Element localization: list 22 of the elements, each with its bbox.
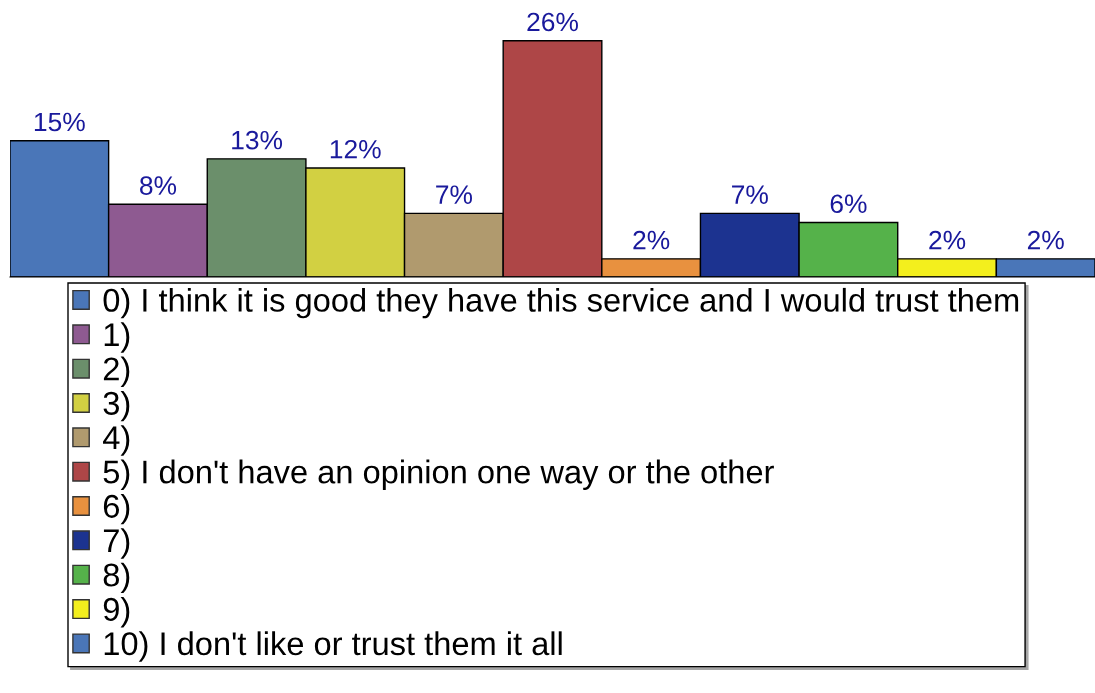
data-label: 8%: [140, 176, 177, 195]
legend-label: 2): [103, 356, 130, 387]
legend-label: 7): [103, 528, 130, 559]
legend-label: 1): [104, 322, 130, 353]
legend-label: 4): [103, 425, 130, 456]
data-label: 15%: [34, 112, 85, 132]
legend-label: 3): [103, 390, 130, 422]
data-label: 26%: [527, 12, 578, 32]
data-label: 7%: [436, 185, 472, 204]
data-label: 12%: [330, 139, 381, 159]
legend-label: 10) I don't like or trust them it all: [104, 631, 562, 662]
legend-label: 9): [103, 596, 130, 628]
legend-label: 8): [103, 562, 130, 594]
legend-label: 6): [103, 493, 130, 525]
data-label: 2%: [633, 230, 670, 250]
data-label: 6%: [830, 194, 867, 214]
legend-label: 0) I think it is good they have this service and I would trust them: [103, 287, 1019, 319]
data-label: 13%: [232, 130, 283, 150]
data-label: 2%: [1027, 230, 1064, 250]
data-label: 2%: [929, 230, 966, 250]
data-label: 7%: [732, 185, 768, 204]
legend-label: 5) I don't have an opinion one way or the other: [103, 459, 774, 491]
